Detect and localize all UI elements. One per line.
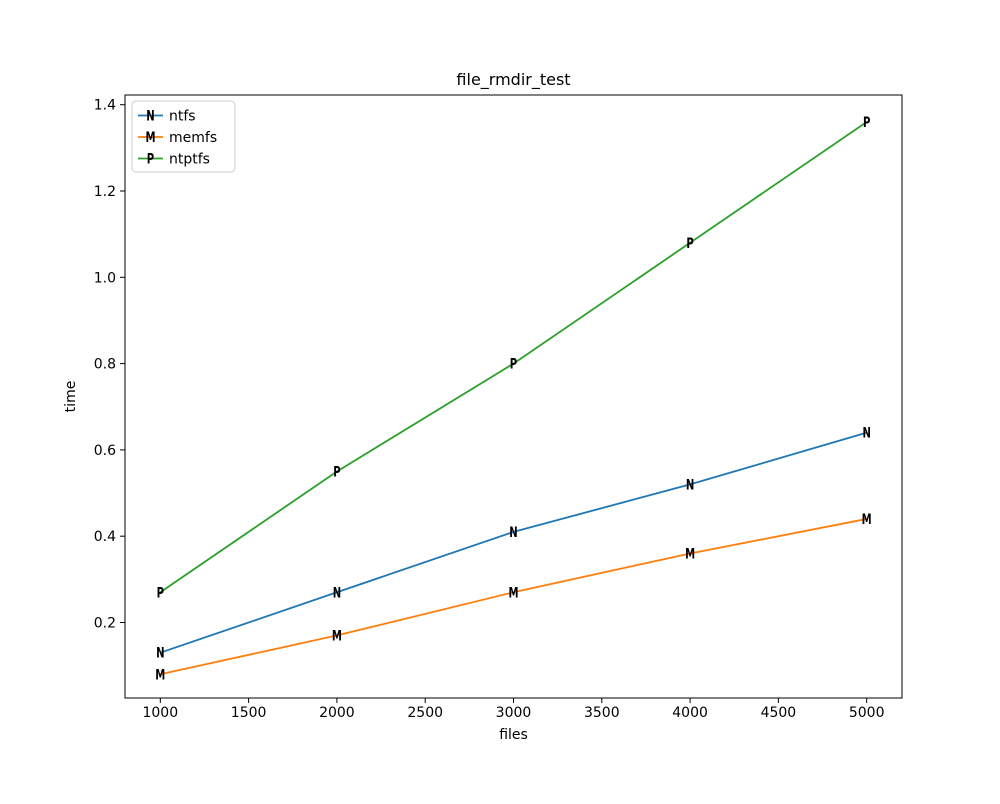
y-tick-label: 0.6 [94, 443, 116, 459]
y-tick-label: 1.0 [94, 270, 116, 286]
y-tick-label: 0.4 [94, 529, 116, 545]
series-line-ntptfs [159, 121, 868, 594]
legend-label-ntptfs: ntptfs [169, 152, 210, 168]
marker-ntfs-1000: N [156, 645, 164, 661]
legend-box [131, 100, 236, 173]
legend-label-ntfs: ntfs [169, 109, 196, 125]
marker-memfs-2000: M [332, 628, 342, 644]
x-tick-label: 2500 [407, 705, 443, 721]
marker-ntfs-2000: N [333, 585, 341, 601]
marker-ntfs-4000: N [686, 477, 694, 493]
marker-memfs-1000: M [155, 667, 165, 683]
chart-title: file_rmdir_test [456, 70, 570, 90]
y-axis-label: time [63, 381, 79, 413]
x-axis-label: files [499, 727, 528, 743]
x-tick-label: 3500 [584, 705, 620, 721]
x-tick-label: 1000 [142, 705, 178, 721]
marker-ntptfs-5000: P [863, 114, 870, 130]
y-tick-label: 0.8 [94, 357, 116, 373]
x-tick-label: 4000 [672, 705, 708, 721]
series-ntptfs: P P P P P [157, 114, 871, 600]
series-memfs: M M M M M [155, 511, 871, 682]
marker-memfs-3000: M [508, 585, 518, 601]
x-tick-label: 3000 [496, 705, 532, 721]
x-tick-label: 2000 [319, 705, 355, 721]
legend-marker-ntptfs: P [147, 151, 154, 167]
plot-border [124, 94, 903, 699]
marker-ntfs-5000: N [862, 425, 870, 441]
x-tick-label: 1500 [231, 705, 267, 721]
x-tick-label: 5000 [849, 705, 885, 721]
y-tick-label: 1.4 [94, 98, 116, 114]
marker-ntptfs-3000: P [510, 356, 517, 372]
marker-memfs-4000: M [685, 546, 695, 562]
y-tick-label: 1.2 [94, 184, 116, 200]
series-line-ntfs [160, 431, 867, 654]
y-tick-label: 0.2 [94, 615, 116, 631]
legend-marker-ntfs: N [146, 108, 154, 124]
series-line-memfs [160, 518, 867, 676]
marker-ntfs-3000: N [509, 524, 517, 540]
marker-memfs-5000: M [862, 511, 872, 527]
x-tick-label: 4500 [761, 705, 797, 721]
marker-ntptfs-1000: P [157, 585, 164, 601]
marker-ntptfs-2000: P [333, 464, 340, 480]
marker-ntptfs-4000: P [686, 235, 693, 251]
series-ntfs: N N N N N [156, 425, 871, 661]
legend-label-memfs: memfs [169, 130, 217, 146]
legend-marker-memfs: M [145, 129, 155, 145]
